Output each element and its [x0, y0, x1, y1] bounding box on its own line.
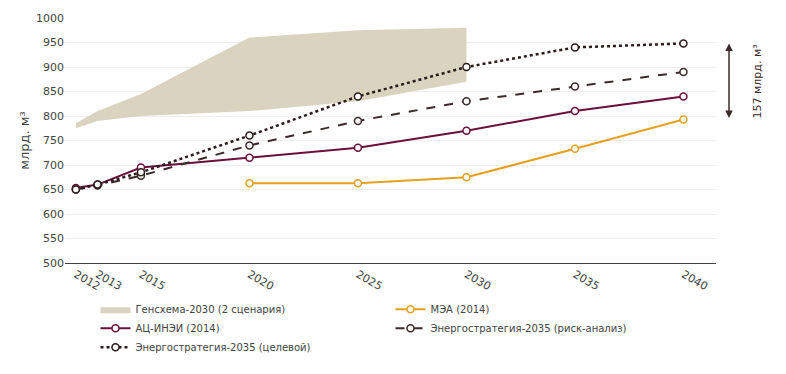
- svg-text:800: 800: [43, 110, 64, 123]
- svg-text:Генсхема-2030 (2 сценария): Генсхема-2030 (2 сценария): [136, 304, 286, 315]
- svg-text:МЭА (2014): МЭА (2014): [431, 304, 490, 315]
- svg-text:157 млрд. м³: 157 млрд. м³: [751, 44, 764, 118]
- svg-text:900: 900: [43, 61, 64, 74]
- svg-text:950: 950: [43, 36, 64, 49]
- svg-text:850: 850: [43, 85, 64, 98]
- svg-text:600: 600: [43, 208, 64, 221]
- svg-text:650: 650: [43, 183, 64, 196]
- svg-text:2040: 2040: [679, 268, 710, 293]
- svg-text:млрд. м³: млрд. м³: [17, 111, 32, 170]
- svg-text:Энергостратегия-2035 (риск-ана: Энергостратегия-2035 (риск-анализ): [431, 323, 627, 334]
- svg-text:Энергостратегия-2035 (целевой): Энергостратегия-2035 (целевой): [136, 342, 311, 353]
- svg-text:550: 550: [43, 232, 64, 245]
- svg-text:500: 500: [43, 257, 64, 270]
- svg-text:2030: 2030: [462, 268, 493, 293]
- svg-text:АЦ-ИНЭИ (2014): АЦ-ИНЭИ (2014): [136, 323, 220, 334]
- svg-text:1000: 1000: [36, 12, 64, 25]
- svg-text:750: 750: [43, 134, 64, 147]
- svg-text:2013: 2013: [93, 268, 124, 293]
- svg-text:2012: 2012: [72, 268, 103, 293]
- svg-text:2015: 2015: [137, 268, 168, 293]
- svg-text:2025: 2025: [354, 268, 385, 293]
- svg-text:2035: 2035: [571, 268, 602, 293]
- svg-text:700: 700: [43, 159, 64, 172]
- svg-text:2020: 2020: [245, 268, 276, 293]
